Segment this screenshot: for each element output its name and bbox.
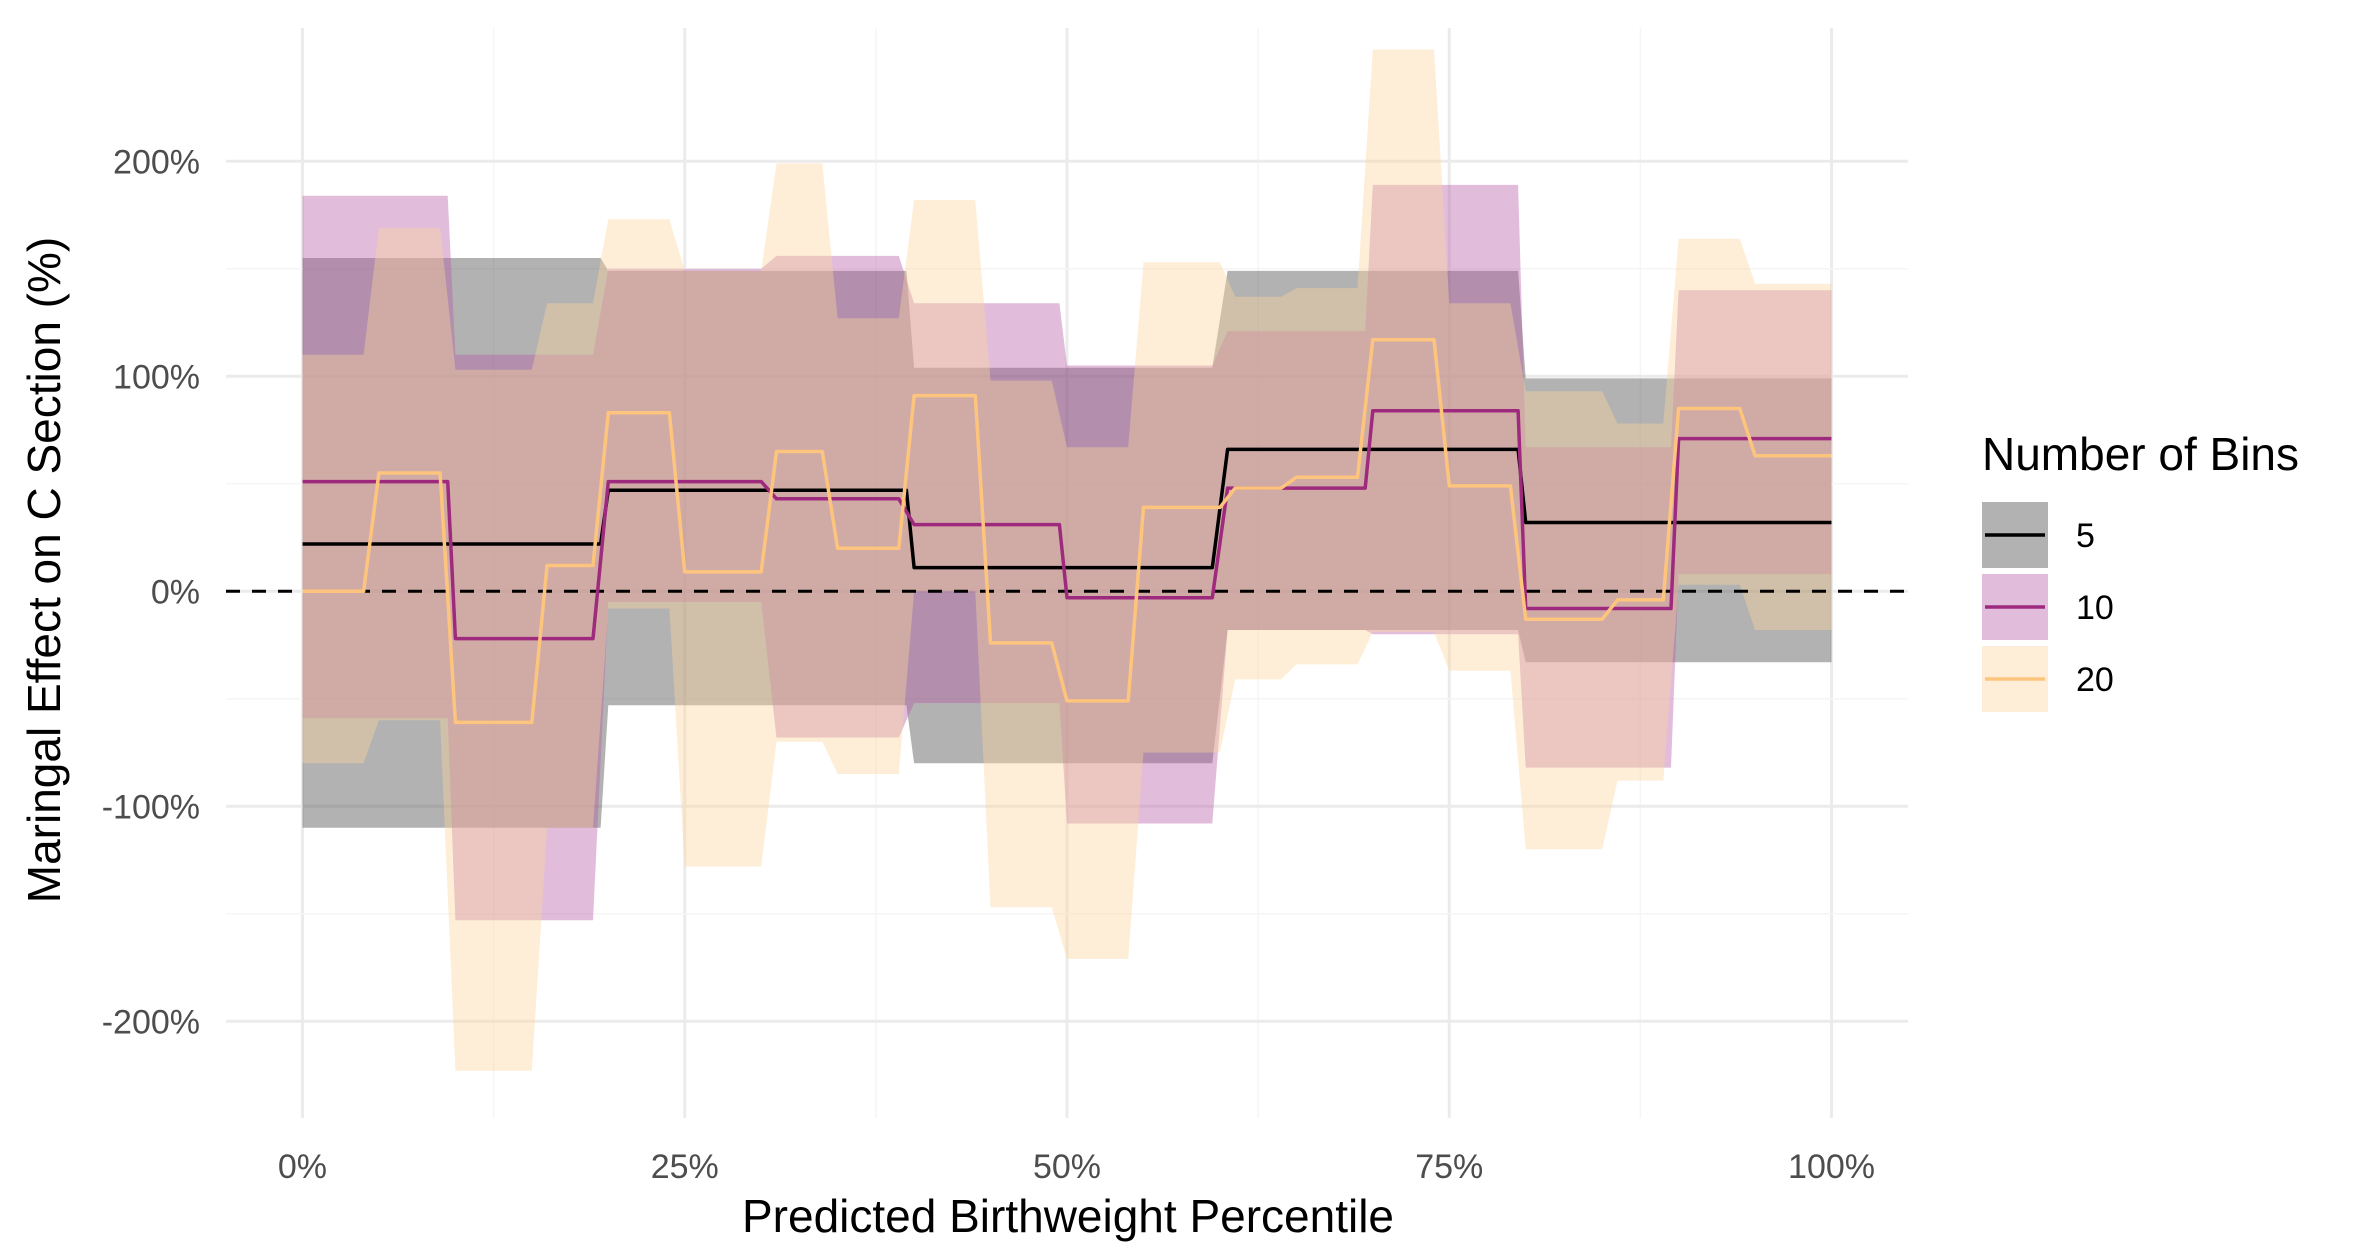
series-lines [302,337,1832,725]
x-tick-label: 0% [278,1148,327,1186]
y-tick-label: 200% [113,143,200,181]
series-line-20 [302,337,1832,725]
x-tick-label: 75% [1415,1148,1483,1186]
y-tick-label: -200% [102,1003,200,1041]
x-tick-label: 25% [651,1148,719,1186]
x-tick-label: 50% [1033,1148,1101,1186]
legend-item-20: 20 [1982,646,2114,712]
legend: Number of Bins 5 10 20 [1982,428,2299,712]
series-line-10 [302,408,1832,641]
confidence-bands [302,49,1832,1071]
legend-items: 5 10 20 [1982,502,2114,712]
legend-label: 5 [2076,517,2095,555]
x-axis-title: Predicted Birthweight Percentile [742,1190,1394,1242]
legend-label: 20 [2076,661,2114,699]
x-tick-label: 100% [1788,1148,1875,1186]
confidence-band-5 [302,258,1832,828]
legend-item-5: 5 [1982,502,2095,568]
legend-title: Number of Bins [1982,428,2299,480]
y-tick-label: 100% [113,358,200,396]
confidence-band-10 [302,184,1832,921]
y-tick-label: -100% [102,788,200,826]
confidence-band-20 [302,49,1832,1071]
y-axis-title: Maringal Effect on C Section (%) [18,237,70,903]
x-axis-ticks: 0% 25% 50% 75% 100% [278,1148,1875,1186]
y-tick-label: 0% [151,573,200,611]
legend-item-10: 10 [1982,574,2114,640]
y-axis-ticks: -200% -100% 0% 100% 200% [102,143,200,1041]
legend-label: 10 [2076,589,2114,627]
